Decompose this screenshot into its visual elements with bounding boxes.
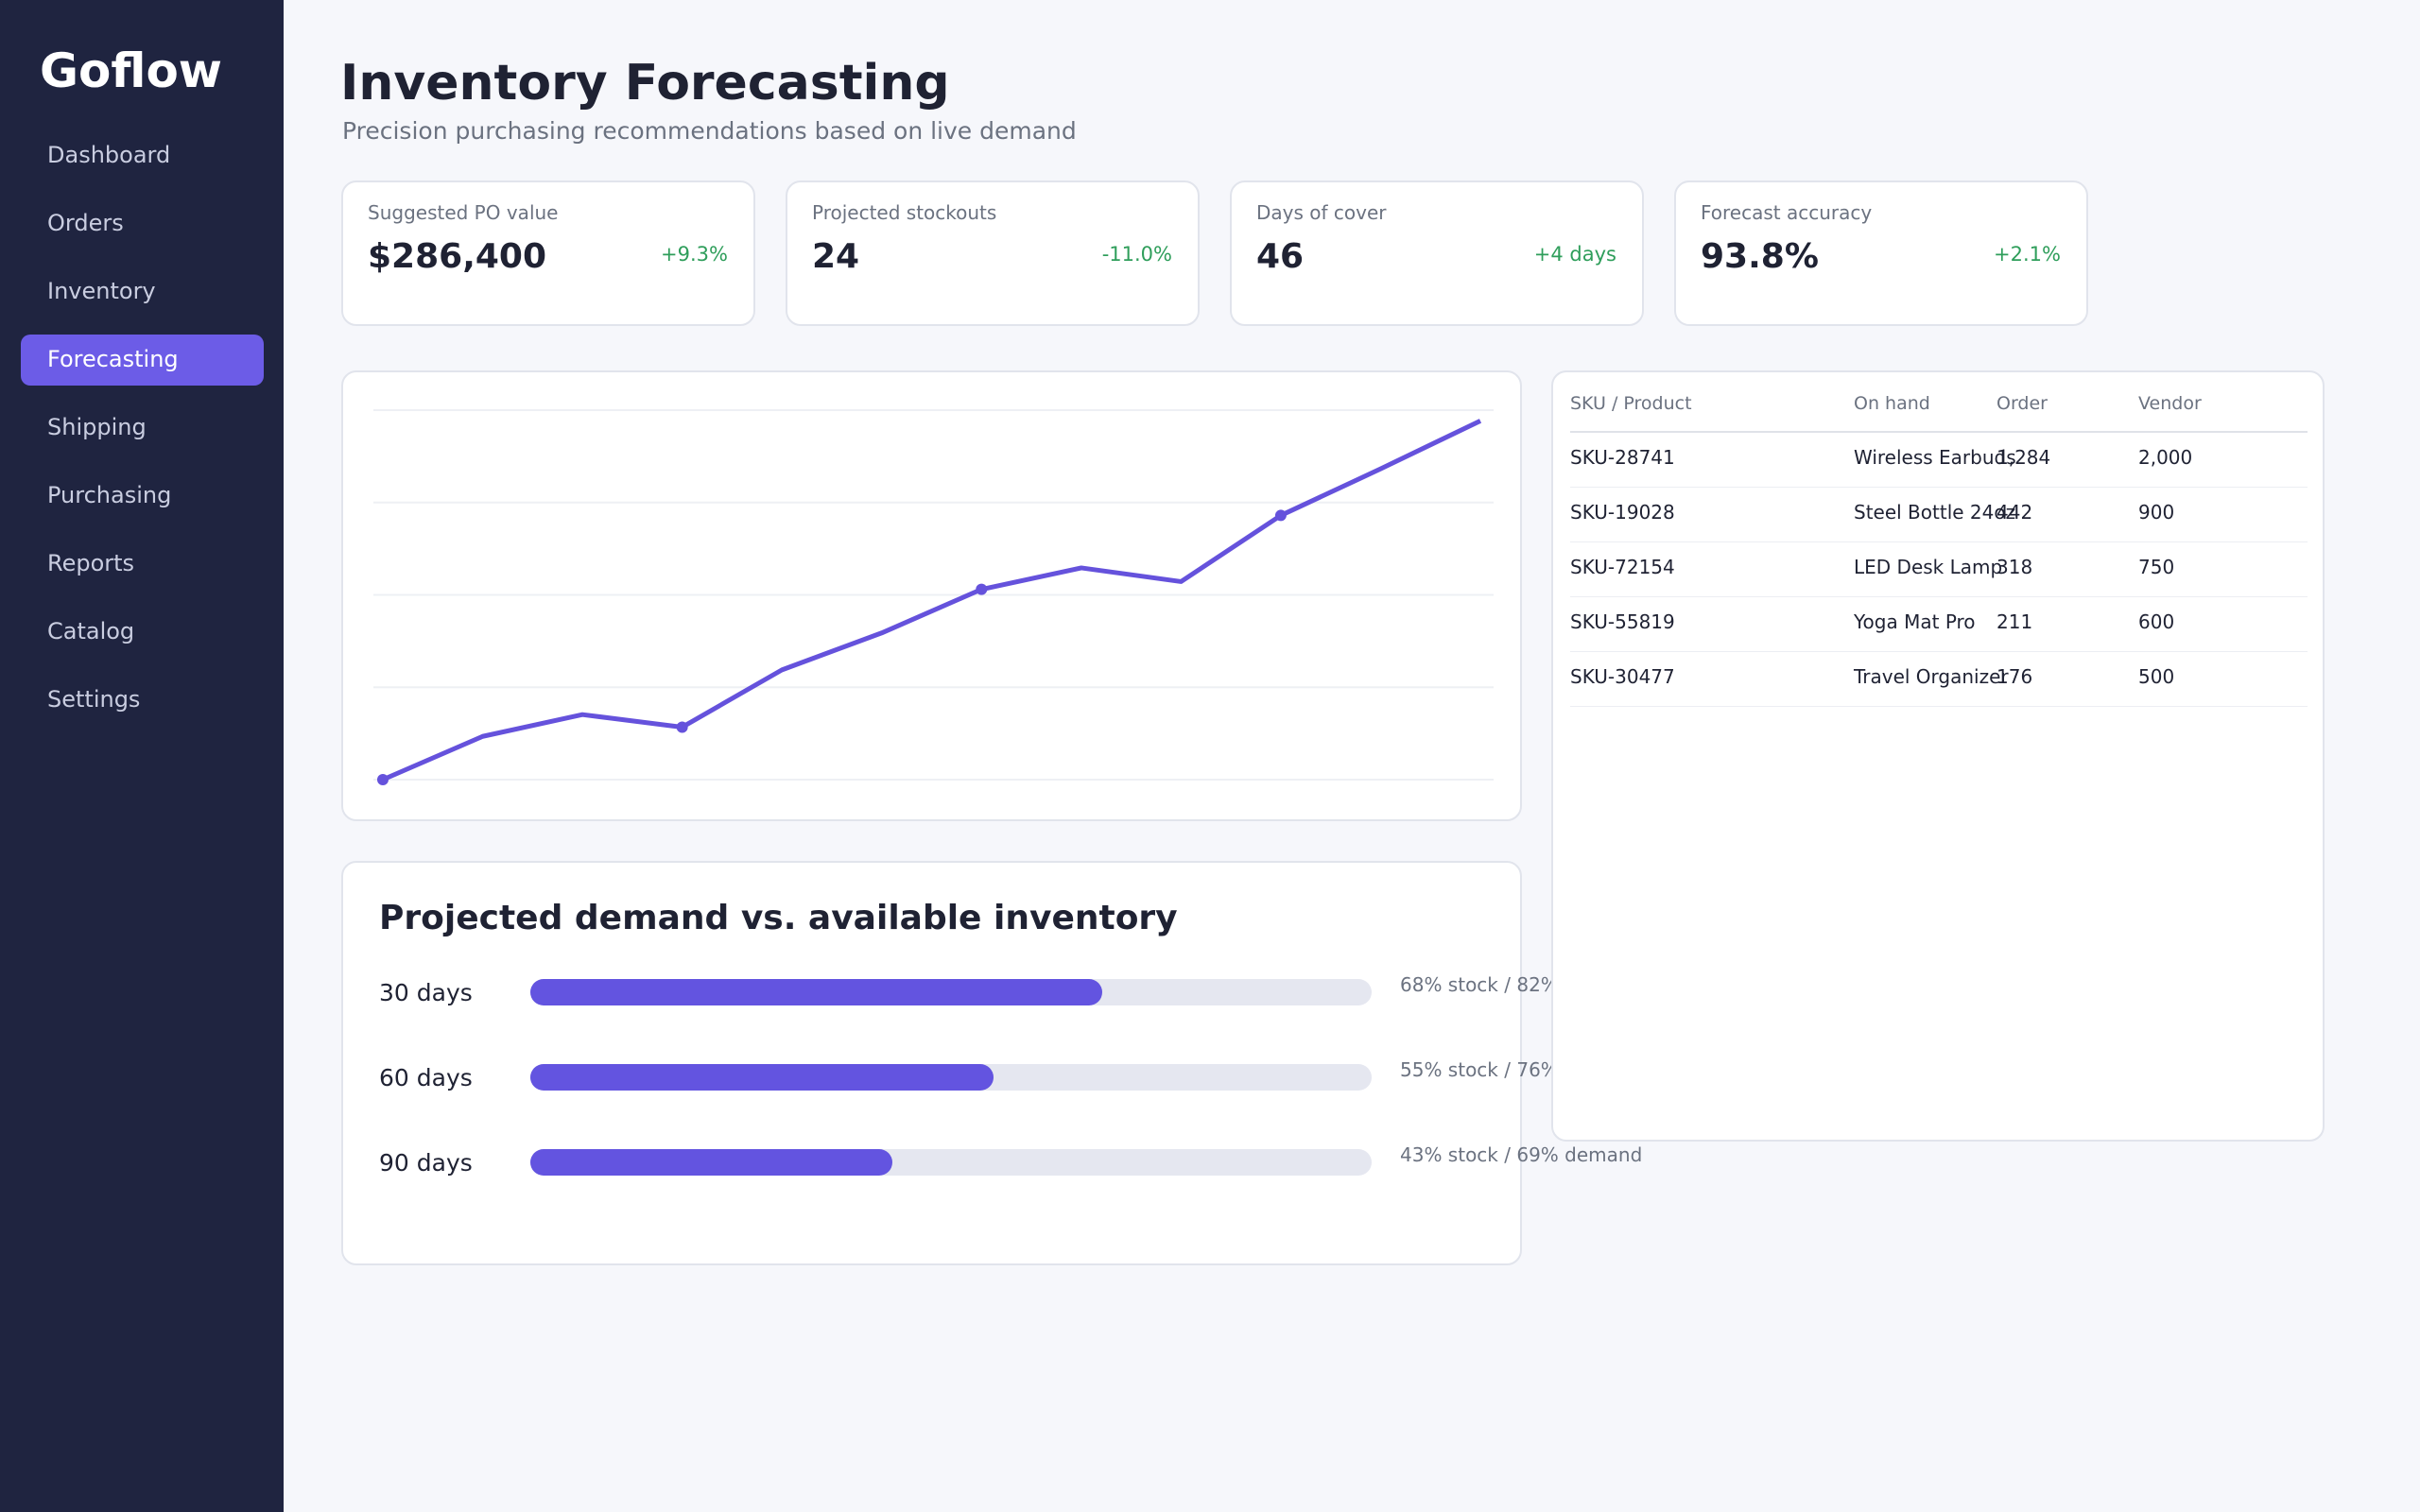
kpi-value: 46	[1256, 237, 1305, 276]
table-cell: 318	[1996, 556, 2033, 578]
period-label: 90 days	[379, 1149, 473, 1177]
row-rule	[1570, 541, 2308, 542]
nav-item[interactable]: Catalog	[47, 618, 135, 644]
nav-item[interactable]: Reports	[47, 550, 135, 576]
table-cell: 500	[2138, 665, 2175, 688]
point	[676, 721, 688, 733]
table-header: SKU / Product	[1570, 393, 1692, 414]
row-rule	[1570, 596, 2308, 597]
table-cell: 211	[1996, 610, 2033, 633]
kpi-label: Days of cover	[1256, 201, 1387, 224]
page-subtitle: Precision purchasing recommendations bas…	[342, 117, 1077, 145]
point	[1274, 509, 1287, 522]
nav-item[interactable]: Shipping	[47, 414, 147, 440]
line-series	[382, 419, 1482, 782]
kpi-delta: -11.0%	[1101, 243, 1172, 266]
period-label: 60 days	[379, 1064, 473, 1091]
table-cell: Wireless Earbuds	[1854, 446, 2016, 469]
nav-item[interactable]: Inventory	[47, 278, 156, 304]
kpi-card: Forecast accuracy 93.8% +2.1%	[1674, 180, 2088, 326]
kpi-value: $286,400	[368, 237, 547, 276]
table-cell: 1,284	[1996, 446, 2051, 469]
period-label: 30 days	[379, 979, 473, 1006]
table-cell: Travel Organizer	[1854, 665, 2009, 688]
table-header: Vendor	[2138, 393, 2202, 414]
table-cell: 442	[1996, 501, 2033, 524]
table-cell: 900	[2138, 501, 2175, 524]
chart-card	[341, 370, 1522, 821]
kpi-delta: +2.1%	[1994, 243, 2061, 266]
brand: Goflow	[40, 43, 222, 98]
bar-fill	[530, 1149, 892, 1176]
table-cell: 176	[1996, 665, 2033, 688]
table-cell: LED Desk Lamp	[1854, 556, 2003, 578]
table-cell: Steel Bottle 24oz	[1854, 501, 2016, 524]
bar-fill	[530, 1064, 994, 1091]
demand-title: Projected demand vs. available inventory	[379, 899, 1178, 937]
nav-item[interactable]: Settings	[47, 686, 141, 713]
header-rule	[1570, 431, 2308, 433]
table-card: SKU / Product On hand Order Vendor SKU-28741…	[1551, 370, 2325, 1142]
sidebar: Goflow Dashboard Orders Inventory Forecastin…	[0, 0, 284, 1512]
nav-item[interactable]: Dashboard	[47, 142, 171, 168]
table-cell: SKU-72154	[1570, 556, 1675, 578]
table-cell: 750	[2138, 556, 2175, 578]
nav-item[interactable]: Forecasting	[47, 346, 179, 372]
table-cell: Yoga Mat Pro	[1854, 610, 1976, 633]
nav-item[interactable]: Purchasing	[47, 482, 172, 508]
bar-fill	[530, 979, 1103, 1005]
page-title: Inventory Forecasting	[340, 55, 950, 112]
point	[377, 774, 389, 785]
table-header: On hand	[1854, 393, 1930, 414]
nav-active-bg	[21, 335, 264, 386]
table-cell: 600	[2138, 610, 2175, 633]
kpi-card: Projected stockouts 24 -11.0%	[786, 180, 1200, 326]
table-cell: SKU-55819	[1570, 610, 1675, 633]
kpi-label: Forecast accuracy	[1701, 201, 1873, 224]
kpi-card: Days of cover 46 +4 days	[1230, 180, 1644, 326]
demand-card: Projected demand vs. available inventory…	[341, 861, 1642, 1265]
table-cell: SKU-28741	[1570, 446, 1675, 469]
kpi-delta: +4 days	[1533, 243, 1616, 266]
kpi-label: Projected stockouts	[812, 201, 997, 224]
row-rule	[1570, 487, 2308, 488]
point	[976, 583, 988, 595]
table-cell: SKU-19028	[1570, 501, 1675, 524]
table-cell: SKU-30477	[1570, 665, 1675, 688]
nav-item[interactable]: Orders	[47, 210, 124, 236]
table-header: Order	[1996, 393, 2048, 414]
bar-caption: 43% stock / 69% demand	[1400, 1143, 1643, 1166]
row-rule	[1570, 651, 2308, 652]
kpi-value: 93.8%	[1701, 237, 1819, 276]
table-cell: 2,000	[2138, 446, 2193, 469]
kpi-card: Suggested PO value $286,400 +9.3%	[341, 180, 755, 326]
row-rule	[1570, 706, 2308, 707]
kpi-value: 24	[812, 237, 860, 276]
kpi-delta: +9.3%	[661, 243, 728, 266]
line-chart	[373, 409, 1494, 785]
kpi-label: Suggested PO value	[368, 201, 559, 224]
